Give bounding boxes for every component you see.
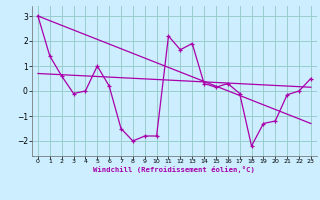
X-axis label: Windchill (Refroidissement éolien,°C): Windchill (Refroidissement éolien,°C) <box>93 166 255 173</box>
